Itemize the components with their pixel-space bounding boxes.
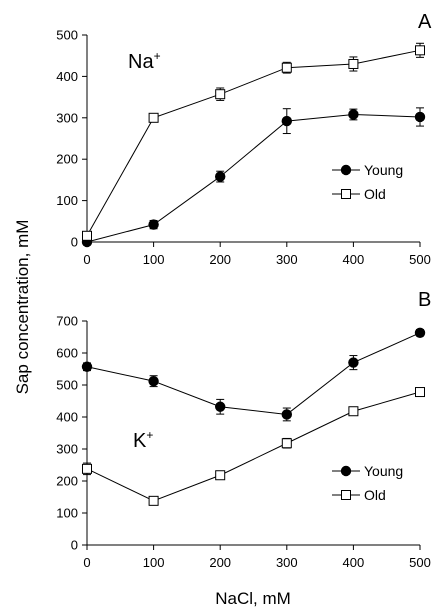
data-point — [414, 111, 426, 123]
ion-label: Na+ — [128, 49, 161, 73]
y-tick-label: 200 — [56, 474, 78, 489]
legend-marker — [340, 164, 352, 176]
legend: Young Old — [332, 463, 403, 503]
y-tick-label: 200 — [56, 152, 78, 167]
series-old — [82, 42, 425, 241]
data-point — [215, 171, 226, 182]
data-point — [348, 58, 359, 69]
x-tick-label: 400 — [343, 252, 365, 267]
data-point — [281, 62, 292, 73]
legend-label: Old — [364, 186, 386, 202]
data-point — [281, 115, 292, 127]
data-point — [415, 387, 425, 398]
data-point — [81, 361, 93, 372]
x-tick-label: 300 — [276, 252, 298, 267]
x-tick-label: 500 — [409, 252, 431, 267]
data-point — [215, 89, 226, 100]
panel-letter: A — [418, 11, 432, 33]
series-line — [86, 49, 421, 237]
data-point — [215, 470, 226, 481]
legend-marker — [341, 189, 351, 199]
data-point — [148, 375, 159, 387]
y-tick-label: 300 — [56, 110, 78, 125]
legend-label: Old — [364, 487, 386, 503]
legend-label: Young — [364, 463, 403, 479]
y-tick-label: 500 — [56, 28, 78, 43]
series-line — [86, 391, 421, 502]
x-tick-label: 300 — [276, 555, 298, 570]
data-point — [348, 406, 359, 417]
data-point — [82, 463, 92, 474]
legend-entry: Old — [332, 487, 386, 503]
x-tick-label: 400 — [343, 555, 365, 570]
data-point — [148, 219, 159, 230]
data-point — [281, 438, 292, 449]
panel-a: A Na+ 0 100 200 300 400 500 0 100 200 300 400 500 Y… — [56, 11, 432, 267]
y-tick-label: 300 — [56, 442, 78, 457]
x-tick-label: 100 — [143, 252, 165, 267]
data-point — [215, 401, 226, 412]
y-axis-title: Sap concentration, mM — [13, 220, 32, 395]
y-tick-label: 400 — [56, 410, 78, 425]
series-line — [86, 113, 421, 243]
x-tick-label: 100 — [143, 555, 165, 570]
data-point — [148, 112, 159, 123]
y-tick-label: 400 — [56, 69, 78, 84]
ion-charge: + — [154, 49, 161, 63]
data-point — [415, 45, 425, 56]
legend-entry: Young — [332, 162, 403, 178]
y-tick-label: 100 — [56, 506, 78, 521]
legend-marker — [341, 490, 351, 500]
legend-marker — [340, 465, 352, 477]
data-point — [281, 409, 292, 420]
y-tick-label: 0 — [71, 538, 78, 553]
legend-label: Young — [364, 162, 403, 178]
x-tick-label: 200 — [209, 555, 231, 570]
data-point — [348, 357, 359, 368]
panel-b: B K+ 0 100 200 300 400 500 600 700 0 100 200 300 400… — [56, 289, 431, 570]
data-point — [414, 327, 426, 339]
series-old — [82, 387, 425, 506]
x-axis-title: NaCl, mM — [215, 589, 291, 608]
data-point — [82, 230, 92, 241]
x-tick-label: 0 — [83, 555, 90, 570]
y-tick-label: 100 — [56, 193, 78, 208]
y-tick-label: 700 — [56, 314, 78, 329]
legend: Young Old — [332, 162, 403, 202]
panel-letter: B — [418, 289, 431, 311]
ion-symbol: Na — [128, 51, 154, 73]
x-tick-label: 0 — [83, 252, 90, 267]
data-point — [148, 495, 159, 506]
data-point — [348, 109, 359, 120]
y-tick-label: 600 — [56, 346, 78, 361]
y-tick-label: 0 — [71, 235, 78, 250]
x-tick-label: 500 — [409, 555, 431, 570]
y-tick-label: 500 — [56, 378, 78, 393]
legend-entry: Old — [332, 186, 386, 202]
series-young — [81, 327, 426, 422]
x-tick-label: 200 — [209, 252, 231, 267]
legend-entry: Young — [332, 463, 403, 479]
ion-label: K+ — [133, 428, 153, 452]
series-line — [86, 332, 421, 415]
ion-charge: + — [146, 428, 153, 442]
ion-symbol: K — [133, 430, 147, 452]
